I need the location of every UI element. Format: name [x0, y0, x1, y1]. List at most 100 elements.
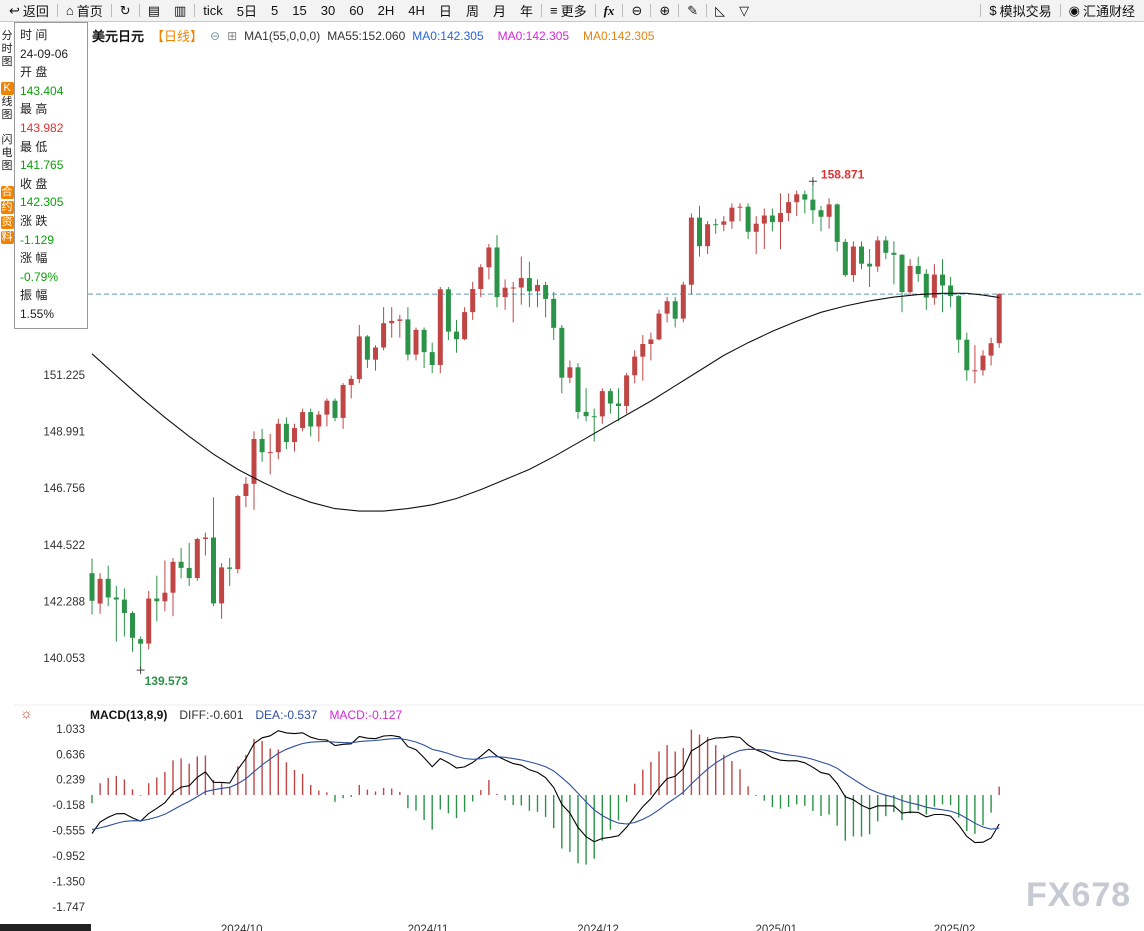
ma-settings-label: MA1(55,0,0,0): [244, 28, 321, 43]
toolbar-period-week-button[interactable]: 周: [459, 0, 486, 22]
toolbar-chart-type-button[interactable]: ▤: [141, 0, 167, 22]
toolbar-sep: [594, 4, 596, 17]
low-marker: [136, 666, 145, 675]
toolbar-sim-trading-label: 模拟交易: [999, 4, 1052, 19]
ohlc-row-label: 振 幅: [20, 288, 48, 303]
toolbar-period-15-button[interactable]: 15: [285, 0, 313, 22]
svg-text:-0.158: -0.158: [52, 800, 85, 812]
toolbar-period-60-label: 60: [349, 3, 364, 18]
svg-text:148.991: 148.991: [43, 427, 85, 439]
side-tab-char: 分: [1, 30, 13, 42]
toolbar-period-month-button[interactable]: 月: [486, 0, 513, 22]
toolbar-period-day-button[interactable]: 日: [432, 0, 459, 22]
svg-text:140.053: 140.053: [43, 653, 85, 665]
toolbar-fx678-label: 汇通财经: [1082, 4, 1135, 19]
side-tab-char: 线: [1, 96, 13, 108]
triangle-down-icon: ▽: [739, 2, 750, 18]
ma-settings-icon[interactable]: ⊞: [227, 28, 238, 43]
back-icon: ↩: [9, 2, 20, 18]
svg-text:1.033: 1.033: [56, 724, 85, 736]
ohlc-row-label: 收 盘: [20, 176, 48, 191]
ma0-value-0: MA0:142.305: [412, 28, 484, 43]
side-tab-char: 电: [1, 147, 13, 159]
toolbar-fx678-button[interactable]: ◉ 汇通财经: [1062, 0, 1142, 22]
svg-text:-0.952: -0.952: [52, 851, 85, 863]
toolbar-sep: [650, 4, 652, 17]
toolbar-sep: [56, 4, 58, 17]
toolbar-zoom-in-button[interactable]: ⊕: [652, 0, 677, 22]
svg-text:146.756: 146.756: [43, 483, 85, 495]
side-tab-char: 约: [0, 201, 14, 214]
toolbar-period-5d-label: 5日: [236, 4, 258, 19]
svg-text:-1.350: -1.350: [52, 876, 85, 888]
svg-text:-1.747: -1.747: [52, 902, 85, 914]
toolbar-zoom-out-button[interactable]: ⊖: [624, 0, 649, 22]
toolbar-period-5-button[interactable]: 5: [264, 0, 285, 22]
toolbar-period-15-label: 15: [292, 3, 307, 18]
side-tab-time-chart[interactable]: 分时图: [0, 30, 14, 69]
ohlc-row-value: 1.55%: [20, 306, 55, 321]
toolbar-period-4h-button[interactable]: 4H: [401, 0, 432, 22]
side-tab-char: 料: [0, 231, 14, 244]
macd-axis: 1.033 0.636 0.239 -0.158 -0.555 -0.952 -1.350 -…: [52, 724, 85, 914]
toolbar-tick-button[interactable]: tick: [196, 0, 230, 22]
svg-text:-0.555: -0.555: [52, 826, 85, 838]
toolbar-period-60-button[interactable]: 60: [342, 0, 370, 22]
toolbar-more-label: 更多: [560, 4, 587, 19]
refresh-icon: ↻: [119, 2, 131, 18]
toolbar-period-5-label: 5: [271, 3, 279, 18]
chart-header: 美元日元 【日线】 ⊖ ⊞ MA1(55,0,0,0) MA55:152.060…: [92, 26, 654, 45]
toolbar-tick-label: tick: [203, 3, 223, 18]
side-tab-char: 时: [1, 43, 13, 55]
side-tab-char: 图: [1, 56, 13, 68]
toolbar-trend-tool-button[interactable]: ◺: [708, 0, 732, 22]
side-tab-char: 资: [0, 216, 14, 229]
indicator-settings-icon[interactable]: ☼: [20, 705, 33, 721]
toolbar-sep: [980, 4, 982, 17]
toolbar-sim-trading-button[interactable]: $ 模拟交易: [982, 0, 1058, 22]
toolbar-formula-button[interactable]: fx: [597, 0, 622, 22]
svg-text:2024/10: 2024/10: [221, 924, 263, 931]
toolbar-back-label: 返回: [22, 4, 49, 19]
svg-text:144.522: 144.522: [43, 540, 85, 552]
toolbar-home-button[interactable]: ⌂ 首页: [59, 0, 110, 22]
chart-scrollbar[interactable]: [0, 924, 91, 931]
toolbar-refresh-button[interactable]: ↻: [113, 0, 138, 22]
toolbar-back-button[interactable]: ↩ 返回: [2, 0, 56, 22]
zoom-in-icon: ⊕: [659, 2, 671, 18]
time-axis: 2024/10 2024/11 2024/12 2025/01 2025/02: [221, 924, 975, 931]
triangle-left-icon: ◺: [715, 2, 726, 18]
side-tab-lightning-chart[interactable]: 闪电图: [0, 134, 14, 173]
ohlc-row-label: 时 间: [20, 28, 48, 42]
toolbar-sep: [1059, 4, 1061, 17]
ohlc-panel: 时 间 24-09-06 开 盘 143.404 最 高 143.982 最 低 141.76…: [14, 22, 88, 329]
toolbar-period-30-button[interactable]: 30: [314, 0, 342, 22]
toolbar-sep: [678, 4, 680, 17]
eye-icon: ◉: [1068, 2, 1080, 18]
svg-text:2024/12: 2024/12: [577, 924, 619, 931]
toolbar-period-year-button[interactable]: 年: [513, 0, 540, 22]
toolbar-indicator-button[interactable]: ▥: [167, 0, 193, 22]
toolbar-shape-tool-button[interactable]: ▽: [732, 0, 756, 22]
macd-diff-line: [91, 730, 1000, 844]
toolbar-more-button[interactable]: ≡ 更多: [543, 0, 594, 22]
price-axis: 151.225 148.991 146.756 144.522 142.288 140.0…: [43, 370, 85, 665]
side-tab-contract-info[interactable]: 合约资料: [0, 185, 14, 245]
side-tab-char: K: [0, 82, 14, 95]
macd-diff-value: DIFF:-0.601: [179, 708, 244, 722]
chart-canvas[interactable]: 151.225 148.991 146.756 144.522 142.288 140.0…: [0, 22, 1144, 931]
line-chart-icon: ▤: [147, 2, 160, 18]
toolbar-period-5d-button[interactable]: 5日: [230, 0, 264, 22]
toolbar-draw-button[interactable]: ✎: [680, 0, 705, 22]
pencil-icon: ✎: [687, 2, 699, 18]
ma55-line: [91, 292, 1000, 512]
ohlc-row-label: 涨 跌: [20, 213, 48, 228]
side-tab-char: 闪: [1, 134, 13, 146]
macd-dea-line: [91, 737, 1000, 830]
toolbar-period-2h-button[interactable]: 2H: [371, 0, 402, 22]
collapse-icon[interactable]: ⊖: [210, 28, 221, 43]
ohlc-row-value: 143.982: [20, 120, 64, 135]
svg-text:2024/11: 2024/11: [408, 924, 449, 931]
ohlc-row-value: 141.765: [20, 158, 64, 173]
